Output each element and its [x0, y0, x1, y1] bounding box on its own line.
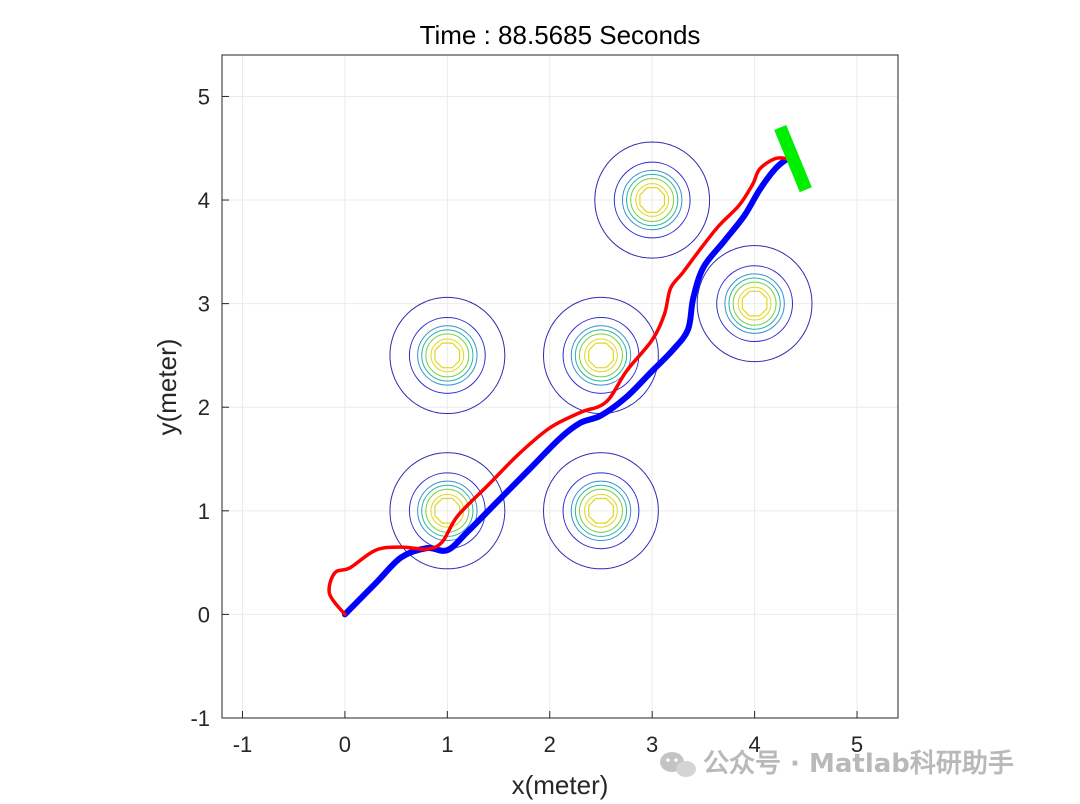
series-actual-path	[327, 156, 790, 617]
obstacle-0-ring-1	[417, 480, 478, 542]
axis-ticks: -1 0 1 2 3 4 5 -1 0 1 2 3 4 5	[190, 84, 863, 757]
y-tick-label-1: 0	[198, 602, 210, 627]
axes-background	[222, 55, 898, 718]
obstacle-1-ring-0	[408, 317, 486, 394]
x-tick-label-3: 2	[544, 732, 556, 757]
obstacle-3-ring-1	[570, 325, 632, 386]
x-tick-label-4: 3	[646, 732, 658, 757]
series-reference-path	[341, 155, 791, 618]
obstacle-1-ring-3	[425, 333, 470, 378]
obstacle-2-ring-2	[574, 484, 628, 537]
obstacle-3-core	[588, 342, 614, 369]
watermark: 公众号 · Matlab科研助手	[660, 749, 1014, 779]
obstacle-4-ring-0	[613, 161, 691, 239]
obstacle-2-ring-4	[584, 493, 618, 528]
x-tick-label-0: -1	[233, 732, 253, 757]
y-tick-label-6: 5	[198, 84, 210, 109]
y-tick-label-2: 1	[198, 499, 210, 524]
obstacle-2-ring-0	[562, 472, 640, 550]
vehicle-marker-group	[774, 125, 812, 193]
y-tick-label-4: 3	[198, 292, 210, 317]
obstacle-5-ring-0	[716, 265, 794, 343]
x-tick-label-2: 1	[441, 732, 453, 757]
y-axis-label: y(meter)	[152, 339, 182, 436]
obstacle-4-ring-2	[626, 173, 679, 227]
obstacle-2-ring-3	[578, 488, 623, 533]
wechat-icon	[660, 752, 696, 777]
x-tick-label-6: 5	[851, 732, 863, 757]
obstacle-5-ring-3	[732, 281, 777, 326]
obstacle-5-ring-1	[724, 273, 785, 334]
y-tick-label-0: -1	[190, 706, 210, 731]
axes-box	[221, 54, 899, 719]
outer-field-contour	[389, 141, 813, 570]
obstacle-2-core	[588, 497, 614, 524]
obstacle-4-ring-3	[630, 178, 675, 223]
obstacle-4-ring-1	[621, 169, 683, 231]
obstacle-1-ring-1	[417, 325, 478, 386]
x-tick-label-5: 4	[748, 732, 760, 757]
vehicle-marker	[774, 125, 812, 193]
obstacle-5-ring-2	[728, 277, 781, 330]
obstacle-5-ring-4	[737, 286, 772, 321]
obstacle-3-ring-4	[584, 338, 618, 373]
y-tick-label-5: 4	[198, 188, 210, 213]
x-axis-label: x(meter)	[512, 770, 609, 800]
obstacle-4-core	[639, 187, 666, 213]
obstacle-5-core	[741, 290, 768, 317]
obstacle-4-ring-4	[635, 183, 670, 217]
chart-title: Time : 88.5685 Seconds	[420, 20, 701, 50]
path-lines	[327, 155, 791, 618]
obstacle-1-ring-2	[421, 329, 474, 382]
obstacle-2-ring-1	[570, 480, 632, 542]
obstacle-3-ring-3	[578, 333, 623, 378]
watermark-text: 公众号 · Matlab科研助手	[703, 749, 1014, 779]
obstacle-1-ring-4	[430, 338, 465, 373]
obstacle-0-core	[434, 497, 461, 524]
x-tick-label-1: 0	[339, 732, 351, 757]
obstacle-1-core	[434, 342, 461, 369]
obstacle-3-ring-2	[574, 329, 628, 382]
y-tick-label-3: 2	[198, 395, 210, 420]
obstacle-contours	[389, 141, 813, 570]
